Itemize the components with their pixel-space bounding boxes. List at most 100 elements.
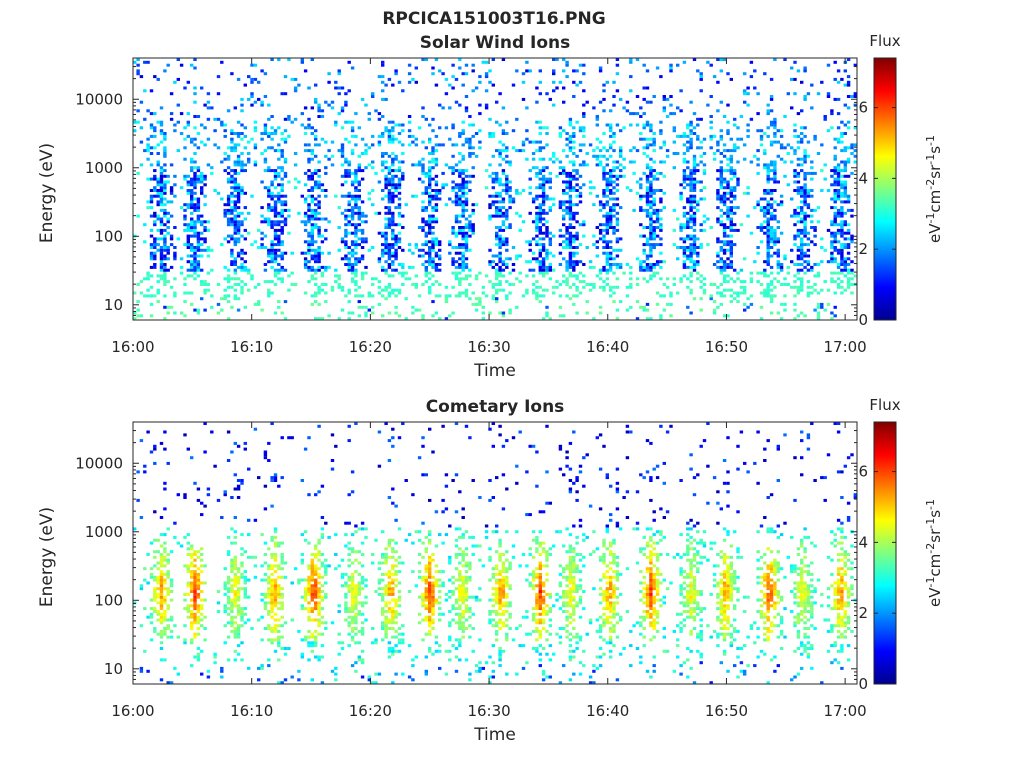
spectrogram-cell — [672, 283, 676, 286]
spectrogram-cell — [223, 493, 227, 497]
spectrogram-cell — [166, 592, 170, 596]
spectrogram-cell — [153, 263, 157, 266]
spectrogram-cell — [843, 169, 847, 173]
spectrogram-cell — [716, 80, 720, 84]
spectrogram-cell — [230, 137, 234, 141]
spectrogram-cell — [280, 254, 284, 258]
spectrogram-cell — [314, 83, 318, 87]
spectrogram-cell — [424, 274, 428, 278]
spectrogram-cell — [833, 171, 837, 175]
spectrogram-cell — [350, 311, 355, 315]
spectrogram-cell — [371, 203, 375, 207]
spectrogram-cell — [692, 163, 697, 167]
spectrogram-cell — [230, 624, 234, 628]
spectrogram-cell — [726, 169, 730, 173]
spectrogram-cell — [682, 237, 687, 241]
spectrogram-cell — [163, 581, 167, 585]
spectrogram-cell — [686, 126, 690, 130]
spectrogram-cell — [722, 115, 727, 118]
spectrogram-cell — [263, 95, 268, 98]
spectrogram-cell — [320, 109, 325, 113]
spectrogram-cell — [719, 129, 723, 133]
spectrogram-cell — [796, 69, 801, 73]
spectrogram-cell — [314, 197, 318, 201]
spectrogram-cell — [541, 183, 546, 187]
spectrogram-cell — [619, 154, 623, 158]
spectrogram-cell — [381, 132, 385, 135]
spectrogram-cell — [203, 183, 207, 187]
spectrogram-cell — [428, 194, 432, 198]
spectrogram-cell — [186, 240, 190, 244]
spectrogram-cell — [696, 246, 700, 249]
spectrogram-cell — [474, 274, 479, 278]
spectrogram-cell — [726, 263, 730, 266]
spectrogram-cell — [505, 160, 509, 164]
spectrogram-cell — [357, 228, 361, 232]
y-tick-label: 10000 — [75, 90, 123, 108]
spectrogram-cell — [263, 132, 268, 135]
spectrogram-cell — [240, 248, 244, 252]
spectrogram-cell — [836, 177, 841, 181]
spectrogram-cell — [223, 208, 227, 212]
spectrogram-cell — [377, 112, 382, 116]
spectrogram-cell — [260, 308, 264, 312]
spectrogram-cell — [759, 226, 764, 229]
spectrogram-cell — [270, 137, 274, 141]
spectrogram-cell — [629, 75, 633, 79]
spectrogram-cell — [645, 120, 650, 124]
spectrogram-cell — [505, 237, 509, 241]
spectrogram-cell — [481, 317, 485, 321]
spectrogram-cell — [766, 223, 770, 227]
spectrogram-cell — [729, 294, 733, 298]
spectrogram-cell — [139, 280, 144, 284]
spectrogram-cell — [739, 280, 744, 284]
spectrogram-cell — [602, 206, 606, 210]
spectrogram-cell — [803, 197, 807, 201]
spectrogram-cell — [753, 69, 757, 73]
spectrogram-cell — [518, 149, 522, 153]
spectrogram-cell — [578, 271, 583, 275]
spectrogram-cell — [836, 174, 841, 178]
spectrogram-cell — [642, 63, 646, 67]
spectrogram-cell — [169, 186, 174, 190]
spectrogram-cell — [354, 189, 358, 192]
spectrogram-cell — [535, 297, 539, 301]
spectrogram-cell — [149, 294, 154, 298]
spectrogram-cell — [619, 174, 623, 178]
spectrogram-cell — [568, 160, 573, 164]
spectrogram-cell — [689, 180, 693, 184]
spectrogram-cell — [424, 271, 428, 275]
spectrogram-cell — [310, 186, 314, 190]
spectrogram-cell — [545, 228, 549, 232]
spectrogram-cell — [203, 598, 207, 602]
spectrogram-cell — [686, 166, 690, 170]
spectrogram-cell — [280, 194, 284, 198]
spectrogram-cell — [139, 75, 144, 79]
spectrogram-cell — [200, 123, 204, 127]
spectrogram-cell — [324, 194, 328, 198]
spectrogram-cell — [639, 106, 643, 110]
spectrogram-cell — [552, 197, 556, 201]
spectrogram-cell — [746, 123, 750, 127]
spectrogram-cell — [689, 271, 693, 275]
spectrogram-cell — [190, 624, 194, 628]
spectrogram-cell — [699, 154, 703, 158]
spectrogram-cell — [602, 214, 606, 218]
spectrogram-cell — [652, 149, 656, 153]
spectrogram-cell — [387, 263, 392, 266]
spectrogram-cell — [749, 277, 754, 281]
spectrogram-cell — [391, 174, 395, 178]
spectrogram-cell — [535, 206, 539, 210]
spectrogram-cell — [146, 294, 150, 298]
spectrogram-cell — [434, 268, 439, 272]
spectrogram-cell — [696, 254, 700, 258]
spectrogram-cell — [836, 140, 841, 144]
spectrogram-cell — [196, 265, 201, 269]
spectrogram-cell — [270, 240, 274, 244]
spectrogram-cell — [726, 186, 730, 190]
spectrogram-cell — [562, 240, 566, 244]
spectrogram-cell — [548, 268, 552, 272]
spectrogram-cell — [655, 271, 660, 275]
spectrogram-cell — [800, 263, 804, 266]
spectrogram-cell — [149, 567, 154, 571]
